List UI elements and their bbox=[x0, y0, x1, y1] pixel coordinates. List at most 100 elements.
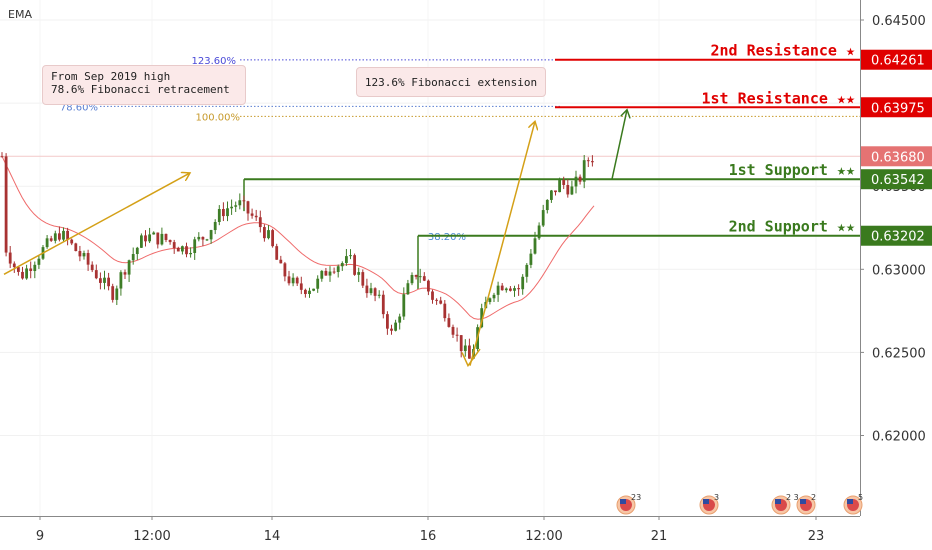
economic-events[interactable]: 23 3 2 3 2 5 bbox=[616, 493, 863, 515]
candle-body bbox=[390, 328, 393, 331]
candle-body bbox=[213, 222, 217, 231]
event-count: 2 3 bbox=[786, 493, 799, 502]
candle-body bbox=[574, 176, 578, 187]
candle-body bbox=[74, 243, 78, 252]
time-tick-label: 9 bbox=[36, 529, 44, 544]
candle-body bbox=[586, 160, 590, 162]
event-badge[interactable]: 3 bbox=[699, 493, 719, 515]
candle-body bbox=[205, 239, 209, 241]
candle-body bbox=[578, 176, 582, 182]
candle-body bbox=[156, 232, 160, 245]
candle-body bbox=[176, 248, 180, 252]
candle-body bbox=[127, 260, 131, 275]
candle-body bbox=[529, 253, 533, 265]
time-tick-label: 12:00 bbox=[525, 529, 562, 544]
candle-body bbox=[226, 208, 229, 217]
candle-body bbox=[537, 225, 541, 239]
candle-body bbox=[29, 268, 33, 272]
candle-body bbox=[271, 230, 274, 247]
candle-body bbox=[525, 264, 529, 277]
candle-body bbox=[164, 233, 168, 240]
annotation-line: 78.6% Fibonacci retracement bbox=[51, 83, 230, 96]
candle-body bbox=[582, 160, 586, 182]
candle-body bbox=[234, 205, 238, 207]
candle-body bbox=[25, 268, 28, 279]
candle-body bbox=[103, 277, 106, 283]
fib-level-label: 100.00% bbox=[196, 112, 241, 123]
level-price-label: 0.63202 bbox=[871, 230, 925, 245]
candle-body bbox=[439, 300, 443, 304]
time-axis[interactable]: 9 12:00 14 16 12:00 21 23 bbox=[0, 516, 860, 544]
candle-body bbox=[353, 255, 356, 275]
level-price-label-bg bbox=[861, 49, 932, 70]
price-axis[interactable]: 0.645000.640000.635000.630000.625000.620… bbox=[860, 0, 932, 516]
candle-body bbox=[279, 259, 283, 264]
candle-body bbox=[304, 289, 307, 295]
candle-body bbox=[144, 235, 147, 242]
candle-body bbox=[455, 334, 459, 336]
candle-body bbox=[509, 288, 512, 291]
candle-body bbox=[131, 254, 135, 261]
time-tick-label: 23 bbox=[808, 529, 825, 544]
level-name: 2nd Support ★★ bbox=[729, 218, 855, 236]
candle-body bbox=[8, 252, 12, 264]
indicator-label[interactable]: EMA bbox=[8, 8, 32, 21]
candles bbox=[0, 152, 594, 360]
candle-body bbox=[345, 256, 348, 264]
candle-body bbox=[398, 316, 402, 323]
candle-body bbox=[242, 200, 246, 202]
event-badge[interactable]: 23 bbox=[616, 493, 641, 515]
candle-body bbox=[521, 276, 525, 290]
candle-body bbox=[414, 274, 418, 277]
candle-body bbox=[402, 294, 406, 317]
candle-body bbox=[181, 246, 184, 252]
level-price-label: 0.63542 bbox=[871, 173, 925, 188]
candle-body bbox=[135, 247, 139, 255]
level-price-label: 0.63975 bbox=[871, 101, 925, 116]
candle-body bbox=[168, 239, 172, 243]
annotation-fib-extension[interactable]: 123.6% Fibonacci extension bbox=[356, 67, 546, 97]
event-flag-canton bbox=[703, 499, 709, 504]
candle-body bbox=[246, 201, 250, 214]
level-name: 1st Support ★★ bbox=[729, 161, 855, 179]
current-price-label-bg bbox=[861, 146, 932, 167]
annotation-fib-retracement[interactable]: From Sep 2019 high 78.6% Fibonacci retra… bbox=[42, 65, 246, 105]
candle-body bbox=[562, 180, 566, 185]
candle-body bbox=[504, 288, 508, 291]
candle-body bbox=[189, 252, 192, 255]
event-badge[interactable]: 2 bbox=[796, 493, 816, 515]
candle-body bbox=[406, 283, 410, 295]
candle-body bbox=[119, 272, 123, 289]
ema-line bbox=[1, 156, 595, 320]
current-price-label: 0.63680 bbox=[871, 150, 925, 165]
candle-body bbox=[418, 276, 422, 278]
annotation-line: 123.6% Fibonacci extension bbox=[364, 75, 538, 89]
candle-body bbox=[111, 286, 115, 300]
candle-body bbox=[115, 288, 119, 300]
candle-body bbox=[591, 161, 594, 163]
candle-body bbox=[394, 322, 397, 331]
candle-body bbox=[386, 314, 389, 329]
event-badge[interactable]: 2 3 bbox=[771, 493, 799, 515]
candle-body bbox=[107, 277, 110, 287]
candle-body bbox=[70, 239, 74, 244]
event-badge[interactable]: 5 bbox=[843, 493, 863, 515]
price-tick-label: 0.62500 bbox=[872, 346, 926, 361]
candle-body bbox=[308, 290, 311, 295]
candle-body bbox=[431, 291, 434, 300]
candle-body bbox=[197, 236, 201, 240]
extension-arrow-tail bbox=[461, 348, 481, 368]
candle-body bbox=[250, 213, 254, 216]
fib-level-label: 38.20% bbox=[428, 232, 466, 243]
time-tick-label: 14 bbox=[264, 529, 281, 544]
candle-body bbox=[533, 238, 537, 254]
level-price-label-bg bbox=[861, 225, 932, 246]
candle-body bbox=[140, 235, 143, 248]
candle-body bbox=[558, 180, 561, 193]
candle-body bbox=[33, 264, 37, 272]
candle-body bbox=[201, 236, 205, 240]
event-flag-canton bbox=[775, 499, 781, 504]
candle-body bbox=[193, 239, 197, 253]
candle-body bbox=[283, 263, 287, 277]
